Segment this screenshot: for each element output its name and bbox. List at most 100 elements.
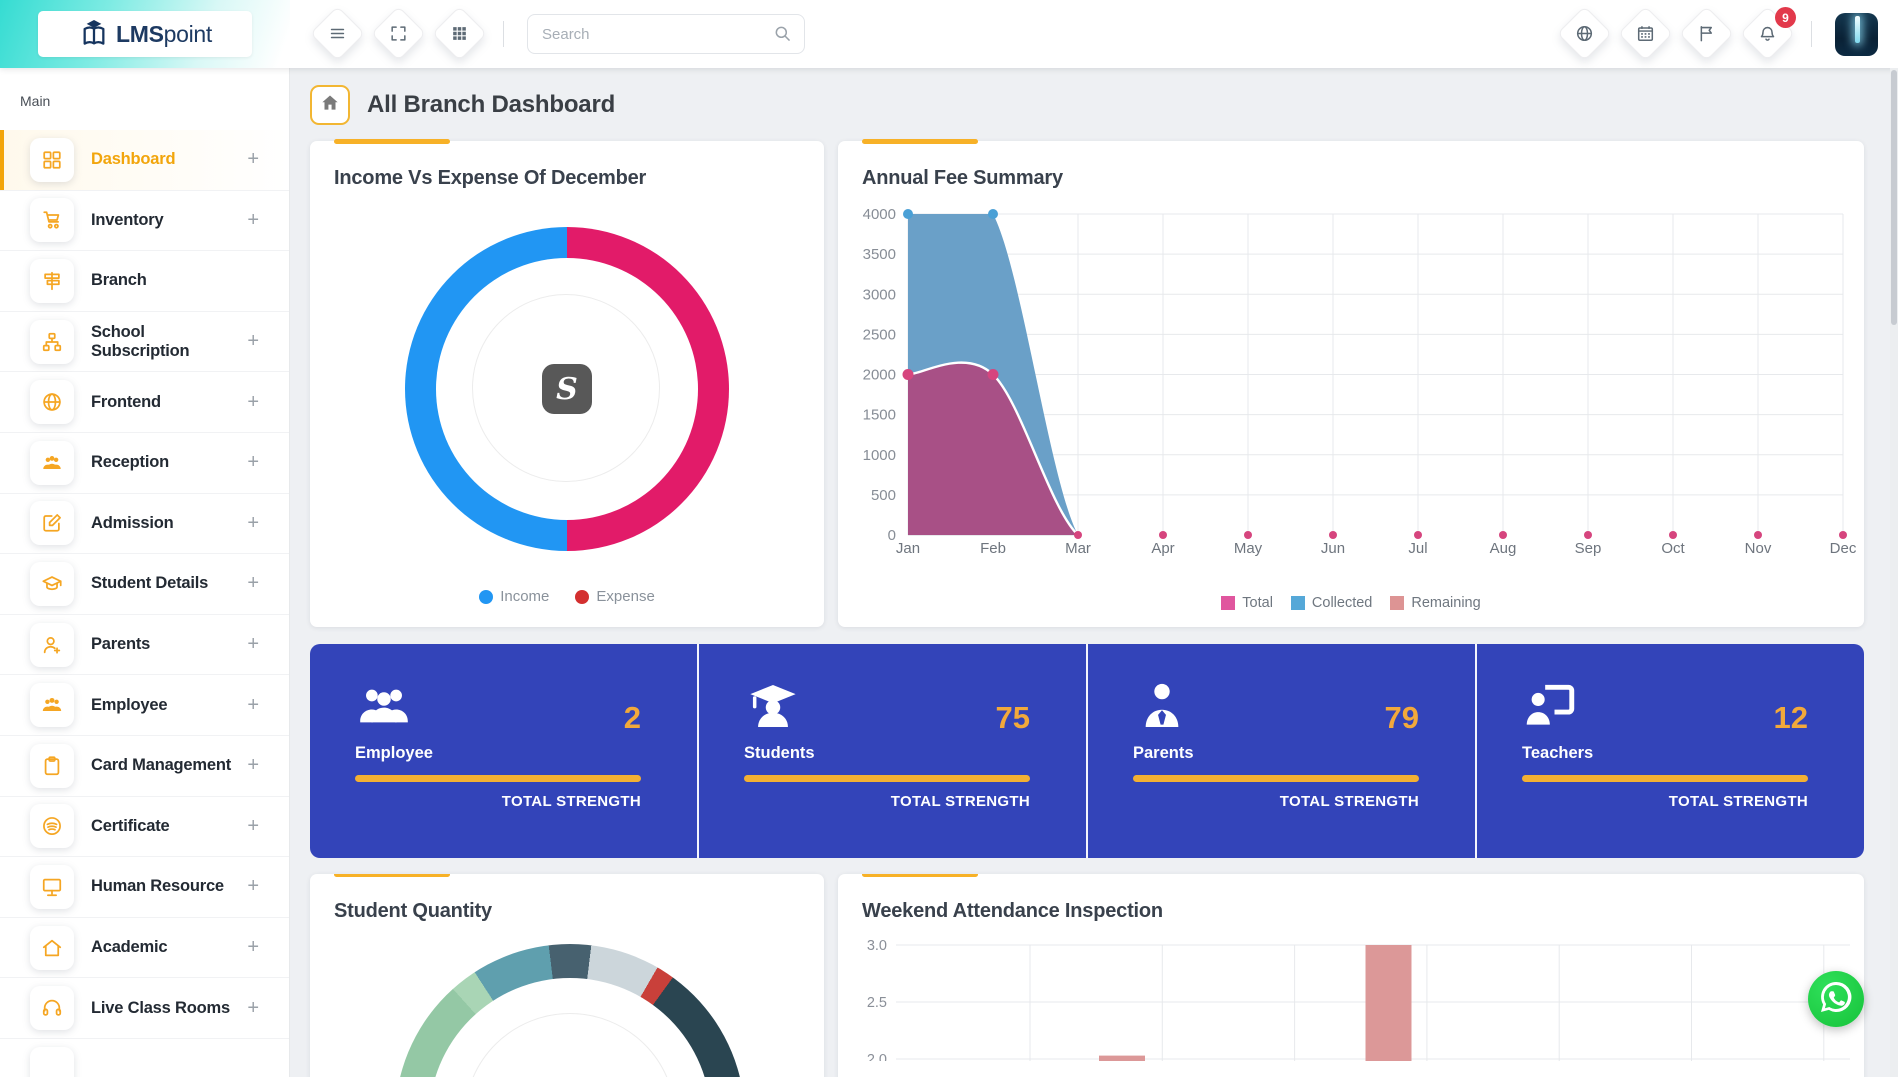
legend-swatch (1221, 596, 1236, 610)
home-button[interactable] (310, 85, 350, 125)
stat-value: 12 (1773, 700, 1808, 735)
employee-icon (30, 683, 74, 728)
expand-plus-icon[interactable]: + (247, 451, 259, 474)
sidebar-item-label: School Subscription (91, 322, 190, 360)
home-icon (320, 93, 340, 118)
sidebar-item-dashboard[interactable]: Dashboard + (0, 130, 289, 191)
stat-caption: TOTAL STRENGTH (890, 793, 1030, 810)
legend-item-total: Total (1221, 595, 1273, 611)
legend-item-expense: Expense (575, 588, 655, 605)
legend-label: Collected (1311, 595, 1373, 611)
grid-icon (450, 24, 469, 43)
stat-label: Employee (355, 744, 433, 762)
sidebar-item-label: Certificate (91, 816, 170, 835)
expand-plus-icon[interactable]: + (247, 633, 259, 656)
sidebar-item-human-resource[interactable]: Human Resource + (0, 857, 289, 918)
apps-button[interactable] (431, 5, 488, 62)
legend-swatch (1390, 596, 1405, 610)
notifications-button[interactable]: 9 (1739, 5, 1796, 62)
expand-plus-icon[interactable]: + (247, 875, 259, 898)
sidebar-item-employee[interactable]: Employee + (0, 675, 289, 736)
weekend-attendance-title: Weekend Attendance Inspection (862, 900, 1163, 922)
sidebar-item-parents[interactable]: Parents + (0, 614, 289, 676)
parents-icon (30, 622, 74, 667)
live-class-icon (30, 986, 74, 1031)
expand-plus-icon[interactable]: + (247, 148, 259, 171)
annual-fee-card: Annual Fee Summary 0 500 1000 1500 2000 2500 3… (838, 139, 1864, 627)
sidebar-item-branch[interactable]: Branch (0, 251, 289, 312)
page-title: All Branch Dashboard (367, 91, 616, 118)
weekend-attendance-bar-chart: 3.0 2.5 2.0 (838, 929, 1864, 1077)
legend-label: Income (500, 588, 550, 605)
sidebar-item-partial[interactable] (0, 1038, 289, 1077)
search-input[interactable] (527, 14, 805, 54)
sidebar-item-student-details[interactable]: Student Details + (0, 554, 289, 615)
sidebar-item-school-subscription[interactable]: School Subscription + (0, 311, 289, 373)
expand-plus-icon[interactable]: + (247, 208, 259, 231)
weekend-attendance-card: Weekend Attendance Inspection 3.0 2.5 2.0 (838, 874, 1864, 1077)
sidebar-item-inventory[interactable]: Inventory + (0, 190, 289, 252)
expand-plus-icon[interactable]: + (247, 330, 259, 353)
income-expense-card: Income Vs Expense Of December S Income Ex… (310, 139, 824, 627)
annual-fee-legend: Total Collected Remaining (838, 595, 1864, 611)
sidebar-item-reception[interactable]: Reception + (0, 432, 289, 494)
frontend-icon (30, 380, 74, 425)
svg-text:2500: 2500 (863, 326, 896, 343)
sidebar-item-live-class-rooms[interactable]: Live Class Rooms + (0, 978, 289, 1039)
search-icon[interactable] (773, 24, 792, 43)
svg-text:4000: 4000 (863, 206, 896, 223)
annual-fee-title: Annual Fee Summary (862, 167, 1063, 189)
legend-label: Remaining (1411, 595, 1481, 611)
svg-text:Jan: Jan (896, 540, 920, 557)
user-avatar[interactable] (1835, 12, 1878, 56)
sidebar-item-label: Parents (91, 635, 151, 654)
fullscreen-button[interactable] (370, 5, 427, 62)
expand-plus-icon[interactable]: + (247, 390, 259, 413)
legend-dot (575, 589, 590, 604)
card-management-icon (30, 743, 74, 788)
svg-text:2000: 2000 (863, 367, 896, 384)
income-expense-legend: Income Expense (310, 588, 824, 605)
sidebar: Main Dashboard + Inventory + Branch School Su… (0, 68, 290, 1077)
legend-label: Total (1242, 595, 1273, 611)
header-divider-2 (1811, 21, 1812, 47)
language-button[interactable] (1556, 5, 1613, 62)
expand-plus-icon[interactable]: + (247, 936, 259, 959)
expand-plus-icon[interactable]: + (247, 754, 259, 777)
charts-row-1: Income Vs Expense Of December S Income Ex… (310, 139, 1864, 627)
avatar-image (1854, 15, 1860, 43)
sidebar-item-admission[interactable]: Admission + (0, 493, 289, 555)
sidebar-item-certificate[interactable]: Certificate + (0, 796, 289, 858)
logo-book-icon (78, 18, 110, 50)
stat-underline (744, 775, 1030, 782)
sidebar-item-label: Card Management (91, 756, 232, 775)
flag-button[interactable] (1678, 5, 1735, 62)
app-logo[interactable]: LMSpoint (38, 11, 252, 57)
expand-plus-icon[interactable]: + (247, 511, 259, 534)
expand-plus-icon[interactable]: + (247, 814, 259, 837)
logo-text: LMSpoint (115, 20, 213, 47)
expand-plus-icon[interactable]: + (247, 572, 259, 595)
student-quantity-title: Student Quantity (334, 900, 492, 922)
calendar-button[interactable] (1617, 5, 1674, 62)
scrollbar-thumb[interactable] (1891, 70, 1897, 325)
sidebar-item-card-management[interactable]: Card Management + (0, 735, 289, 797)
expand-plus-icon[interactable]: + (247, 996, 259, 1019)
school-subscription-icon (30, 319, 74, 364)
fullscreen-icon (389, 24, 408, 43)
sidebar-item-label: Dashboard (91, 150, 176, 169)
stat-caption: TOTAL STRENGTH (1668, 793, 1808, 810)
page-scrollbar (1890, 68, 1898, 1077)
sidebar-item-frontend[interactable]: Frontend + (0, 372, 289, 433)
svg-text:3000: 3000 (863, 286, 896, 303)
sidebar-item-academic[interactable]: Academic + (0, 917, 289, 979)
whatsapp-button[interactable] (1808, 971, 1864, 1027)
income-expense-title: Income Vs Expense Of December (334, 167, 647, 189)
expand-plus-icon[interactable]: + (247, 693, 259, 716)
legend-swatch (1290, 596, 1305, 610)
svg-text:Apr: Apr (1151, 540, 1174, 557)
stat-value: 2 (623, 700, 641, 735)
header-divider (503, 21, 504, 47)
stat-underline (1133, 775, 1419, 782)
menu-button[interactable] (309, 5, 366, 62)
